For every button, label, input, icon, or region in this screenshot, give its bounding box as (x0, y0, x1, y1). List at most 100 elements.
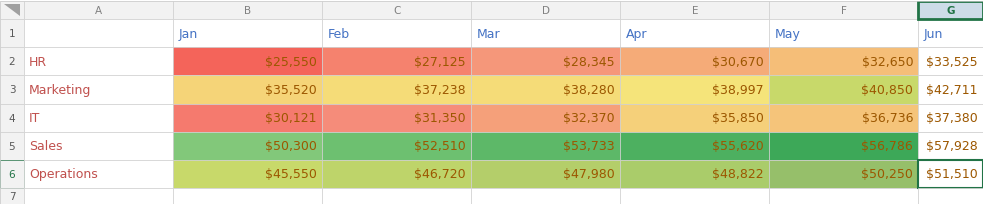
Text: $32,370: $32,370 (563, 112, 615, 124)
Bar (620, 132, 770, 160)
Text: 5: 5 (9, 141, 16, 151)
Bar (471, 132, 620, 160)
Bar (173, 188, 322, 204)
Bar (918, 2, 983, 20)
Text: D: D (542, 6, 549, 16)
Bar (770, 48, 918, 76)
Bar (322, 76, 471, 104)
Polygon shape (4, 5, 21, 17)
Bar (0, 2, 24, 20)
Bar (24, 188, 173, 204)
Text: $37,238: $37,238 (415, 84, 466, 96)
Text: A: A (95, 6, 102, 16)
Bar (0, 20, 24, 48)
Bar (471, 104, 620, 132)
Bar (620, 20, 770, 48)
Bar (918, 188, 983, 204)
Text: $56,786: $56,786 (861, 140, 913, 152)
Bar (471, 188, 620, 204)
Bar (173, 104, 322, 132)
Text: $25,550: $25,550 (265, 56, 317, 68)
Bar (770, 132, 918, 160)
Bar (322, 188, 471, 204)
Bar (918, 160, 983, 188)
Bar (918, 20, 983, 48)
Text: $57,928: $57,928 (926, 140, 978, 152)
Bar (918, 76, 983, 104)
Bar (471, 76, 620, 104)
Bar (918, 2, 983, 20)
Bar (918, 20, 983, 48)
Text: $42,711: $42,711 (926, 84, 978, 96)
Bar (620, 2, 770, 20)
Bar (918, 48, 983, 76)
Bar (322, 104, 471, 132)
Text: IT: IT (29, 112, 40, 124)
Bar (322, 20, 471, 48)
Bar (918, 160, 983, 188)
Text: $35,850: $35,850 (713, 112, 764, 124)
Bar (173, 48, 322, 76)
Text: $38,997: $38,997 (713, 84, 764, 96)
Bar (471, 20, 620, 48)
Bar (0, 188, 24, 204)
Bar (620, 76, 770, 104)
Bar (24, 104, 173, 132)
Text: B: B (244, 6, 251, 16)
Text: Feb: Feb (327, 28, 349, 41)
Bar (173, 20, 322, 48)
Text: $55,620: $55,620 (713, 140, 764, 152)
Bar (0, 160, 24, 188)
Bar (173, 132, 322, 160)
Text: $27,125: $27,125 (415, 56, 466, 68)
Text: $51,510: $51,510 (926, 168, 978, 180)
Bar (918, 48, 983, 76)
Bar (770, 188, 918, 204)
Text: $48,822: $48,822 (713, 168, 764, 180)
Text: 7: 7 (9, 191, 16, 201)
Bar (24, 160, 173, 188)
Text: $30,670: $30,670 (713, 56, 764, 68)
Bar (0, 76, 24, 104)
Text: $45,550: $45,550 (265, 168, 317, 180)
Text: C: C (393, 6, 400, 16)
Text: $28,345: $28,345 (563, 56, 615, 68)
Text: May: May (775, 28, 800, 41)
Bar (471, 48, 620, 76)
Bar (620, 104, 770, 132)
Text: Apr: Apr (625, 28, 647, 41)
Bar (322, 160, 471, 188)
Bar (770, 104, 918, 132)
Text: $31,350: $31,350 (415, 112, 466, 124)
Bar (918, 104, 983, 132)
Text: $32,650: $32,650 (861, 56, 913, 68)
Bar (770, 20, 918, 48)
Text: $35,520: $35,520 (265, 84, 317, 96)
Bar (173, 2, 322, 20)
Bar (770, 2, 918, 20)
Text: G: G (947, 6, 954, 16)
Bar (471, 160, 620, 188)
Text: $46,720: $46,720 (415, 168, 466, 180)
Text: 6: 6 (9, 169, 16, 179)
Bar (173, 160, 322, 188)
Text: $36,736: $36,736 (862, 112, 913, 124)
Bar (0, 132, 24, 160)
Text: 2: 2 (9, 57, 16, 67)
Bar (0, 104, 24, 132)
Bar (471, 2, 620, 20)
Bar (918, 188, 983, 204)
Text: Jan: Jan (178, 28, 198, 41)
Text: $40,850: $40,850 (861, 84, 913, 96)
Bar (24, 20, 173, 48)
Text: $53,733: $53,733 (563, 140, 615, 152)
Text: 3: 3 (9, 85, 16, 95)
Text: $47,980: $47,980 (563, 168, 615, 180)
Text: Operations: Operations (29, 168, 98, 180)
Text: $52,510: $52,510 (414, 140, 466, 152)
Bar (173, 76, 322, 104)
Bar (322, 132, 471, 160)
Bar (770, 160, 918, 188)
Bar (918, 132, 983, 160)
Text: E: E (691, 6, 698, 16)
